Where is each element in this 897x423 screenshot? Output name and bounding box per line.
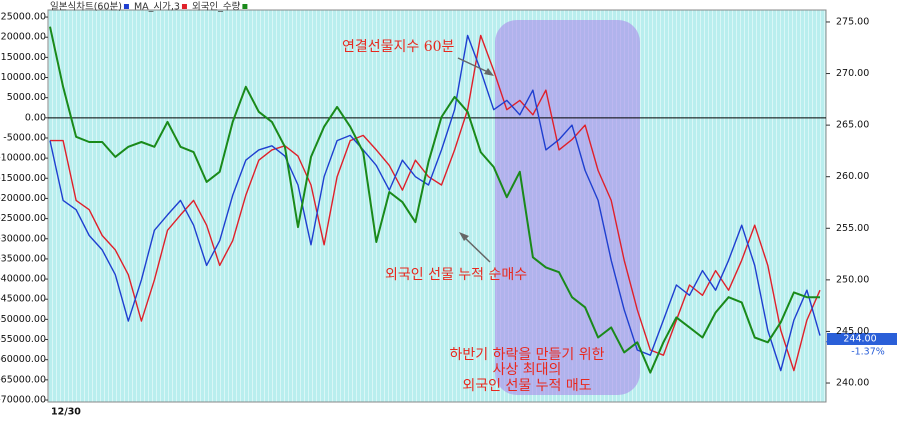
last-change: -1.37% [851, 347, 885, 358]
plot-area [47, 9, 827, 403]
y2-tick-label: 260.00 [836, 171, 869, 182]
price-box [827, 333, 897, 345]
legend-swatch [123, 4, 129, 9]
series-line [49, 34, 821, 372]
y2-tick-label: 245.00 [836, 326, 869, 337]
series-line [50, 34, 821, 372]
y-tick-label: 5000.00 [7, 92, 46, 103]
y-tick-label: -20000.00 [0, 193, 46, 204]
y-tick-label: 0.00 [25, 112, 46, 123]
legend-label: 외국인_수량 [192, 1, 241, 13]
y-tick-label: -40000.00 [0, 274, 46, 285]
y-tick-label: -10000.00 [0, 153, 46, 164]
y2-tick-label: 265.00 [836, 120, 869, 131]
legend-swatch [181, 4, 187, 9]
y-tick-label: -25000.00 [0, 213, 46, 224]
y-tick-label: -70000.00 [0, 394, 46, 405]
y-tick-label: -35000.00 [0, 253, 46, 264]
plot-layer [48, 26, 826, 374]
legend-label: MA_시가,3 [134, 2, 180, 13]
arrow-head [459, 232, 469, 241]
y2-tick-label: 270.00 [836, 68, 869, 79]
annotation: 외국인 선물 누적 순매수 [385, 267, 527, 283]
y-tick-label: 25000.00 [1, 12, 46, 23]
y2-tick-label: 255.00 [836, 223, 869, 234]
y2-tick-label: 275.00 [836, 16, 869, 27]
y-tick-label: -30000.00 [0, 233, 46, 244]
annotation: 사상 최대의 [493, 362, 562, 378]
legend-swatch [242, 4, 248, 9]
y-tick-label: -60000.00 [0, 354, 46, 365]
highlight-zone [495, 20, 640, 395]
y2-tick-label: 240.00 [836, 378, 869, 389]
y2-tick-label: 250.00 [836, 274, 869, 285]
arrow [457, 57, 491, 74]
y-tick-label: 10000.00 [1, 72, 46, 83]
y-tick-label: -5000.00 [3, 132, 46, 143]
y-tick-label: -55000.00 [0, 334, 46, 345]
series-line [49, 26, 820, 374]
y-tick-label: -15000.00 [0, 173, 46, 184]
annotation: 하반기 하락을 만들기 위한 [449, 347, 604, 363]
y-tick-label: -50000.00 [0, 314, 46, 325]
y-tick-label: 15000.00 [1, 52, 46, 63]
y-tick-label: -65000.00 [0, 374, 46, 385]
arrow [462, 235, 491, 263]
legend-label: 일본식차트(60분) [50, 1, 122, 13]
annotation: 연결선물지수 60분 [342, 39, 455, 55]
y-tick-label: -45000.00 [0, 294, 46, 305]
annotation: 외국인 선물 누적 매도 [462, 378, 591, 394]
arrow-head [484, 68, 494, 76]
last-price: 244.00 [843, 334, 876, 345]
x-tick-label: 12/30 [51, 407, 81, 418]
y-tick-label: 20000.00 [1, 32, 46, 43]
